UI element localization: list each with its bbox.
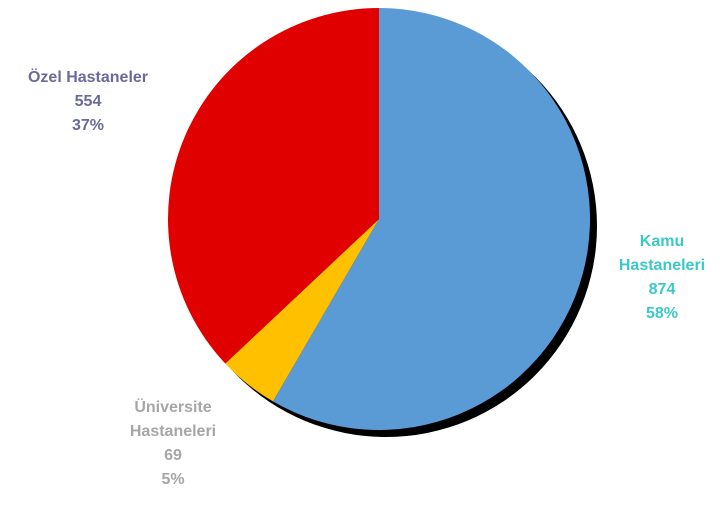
- slice-label-ozel-percent: 37%: [71, 117, 105, 134]
- pie-slice-kamu: [272, 8, 591, 431]
- slice-label-ozel-value: 554: [74, 93, 102, 110]
- slice-label-kamu-percent: 58%: [645, 305, 679, 322]
- slice-label-universite-value: 69: [164, 447, 182, 464]
- slice-label-universite-name-line2: Hastaneleri: [129, 423, 217, 440]
- slice-label-universite: Üniversite Hastaneleri 69 5%: [108, 396, 238, 492]
- slice-label-ozel: Özel Hastaneler 554 37%: [0, 66, 176, 138]
- slice-label-universite-percent: 5%: [161, 471, 185, 488]
- slice-label-kamu-name: Kamu: [639, 233, 685, 250]
- slice-label-universite-name: Üniversite: [134, 399, 212, 416]
- slice-label-kamu-name-line2: Hastaneleri: [618, 257, 706, 274]
- slice-label-kamu: Kamu Hastaneleri 874 58%: [604, 230, 720, 326]
- pie-slice--niversite: [225, 219, 379, 402]
- slice-label-kamu-value: 874: [648, 281, 676, 298]
- slice-label-ozel-name: Özel Hastaneler: [27, 69, 149, 86]
- pie-slice--zel-hastaneler: [167, 7, 379, 364]
